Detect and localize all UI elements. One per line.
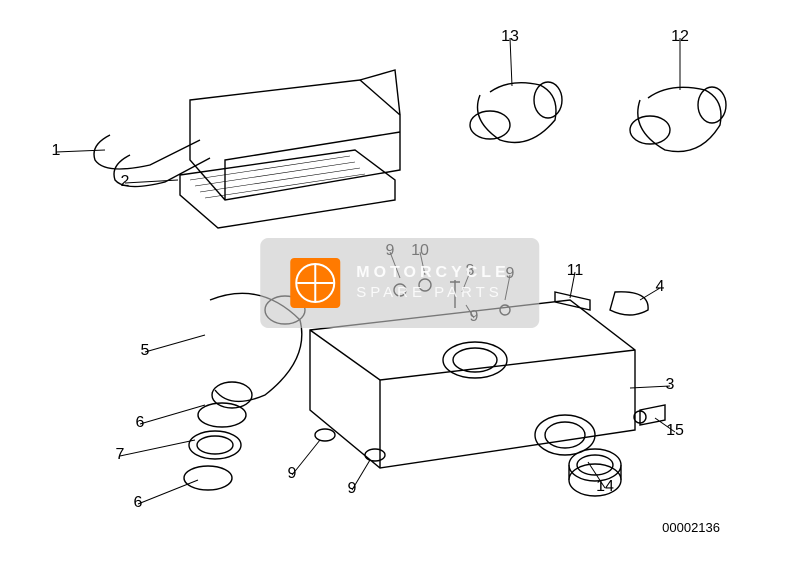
watermark-overlay: MOTORCYCLE SPARE PARTS <box>260 238 539 328</box>
part-reference-number: 00002136 <box>662 520 720 535</box>
parts-diagram: 12131291089911456769931514 00002136 MOTO… <box>0 0 800 565</box>
callout-15: 15 <box>663 422 687 440</box>
callout-6: 6 <box>128 414 152 432</box>
callout-9: 9 <box>280 465 304 483</box>
callout-9: 9 <box>340 480 364 498</box>
globe-icon <box>295 263 335 303</box>
callout-2: 2 <box>113 173 137 191</box>
watermark-line1: MOTORCYCLE <box>356 264 509 282</box>
callout-7: 7 <box>108 446 132 464</box>
watermark-logo <box>290 258 340 308</box>
watermark-text: MOTORCYCLE SPARE PARTS <box>356 264 509 301</box>
callout-12: 12 <box>668 28 692 46</box>
callout-6: 6 <box>126 494 150 512</box>
watermark-line2: SPARE PARTS <box>356 284 509 301</box>
callout-11: 11 <box>563 262 587 280</box>
callout-1: 1 <box>44 142 68 160</box>
callout-4: 4 <box>648 278 672 296</box>
callout-3: 3 <box>658 376 682 394</box>
callout-13: 13 <box>498 28 522 46</box>
callout-5: 5 <box>133 342 157 360</box>
callout-14: 14 <box>593 478 617 496</box>
